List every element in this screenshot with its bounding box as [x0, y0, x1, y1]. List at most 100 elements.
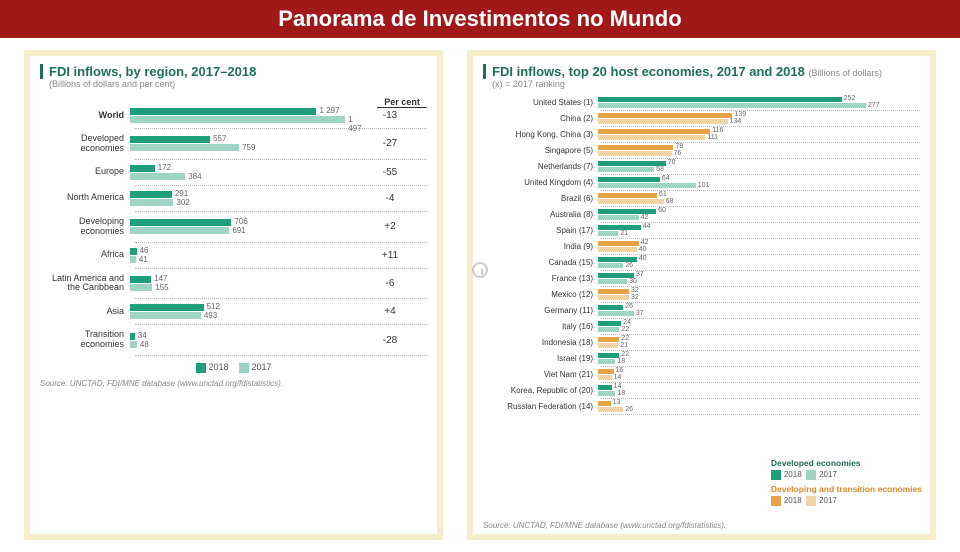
bar-2018 [598, 193, 657, 198]
bar-2017 [598, 151, 671, 156]
row-label: Australia (8) [483, 210, 598, 219]
bar-2017 [598, 359, 615, 364]
bar-2017 [598, 391, 615, 396]
row-label: Transitioneconomies [40, 330, 130, 350]
right-chart-title: FDI inflows, top 20 host economies, 2017… [483, 64, 920, 79]
right-source: Source: UNCTAD, FDI/MNE database (www.un… [483, 521, 726, 530]
row-label: Indonesia (18) [483, 338, 598, 347]
bar-2017 [598, 327, 619, 332]
row-label: Hong Kong, China (3) [483, 130, 598, 139]
bar-2017 [130, 341, 137, 348]
bar-2017 [598, 375, 612, 380]
row-percent: -6 [360, 278, 420, 289]
right-chart-row: United States (1)252277 [483, 97, 920, 108]
right-chart-row: United Kingdom (4)64101 [483, 177, 920, 188]
row-percent: -4 [360, 193, 420, 204]
bar-2018 [130, 333, 135, 340]
right-chart-row: India (9)4240 [483, 241, 920, 252]
row-label: Viet Nam (21) [483, 370, 598, 379]
bar-2018 [598, 97, 842, 102]
right-chart-row: Indonesia (18)2221 [483, 337, 920, 348]
row-label: United States (1) [483, 98, 598, 107]
bar-2018 [130, 304, 204, 311]
left-chart-title: FDI inflows, by region, 2017–2018 [40, 64, 427, 79]
bar-2017 [598, 215, 639, 220]
row-label: United Kingdom (4) [483, 178, 598, 187]
bar-2018 [130, 136, 210, 143]
row-label: Mexico (12) [483, 290, 598, 299]
bar-2017 [130, 144, 239, 151]
bar-2017 [130, 173, 185, 180]
right-chart-rows: United States (1)252277 China (2)139134 Ho… [483, 97, 920, 415]
row-label: Spain (17) [483, 226, 598, 235]
left-chart-row: Developingeconomies706691+2 [40, 217, 427, 237]
row-percent: -27 [360, 138, 420, 149]
left-chart-row: North America291302-4 [40, 191, 427, 206]
row-percent: -13 [360, 110, 420, 121]
row-label: Korea, Republic of (20) [483, 386, 598, 395]
right-chart-row: Mexico (12)3232 [483, 289, 920, 300]
slide-header: Panorama de Investimentos no Mundo [0, 0, 960, 38]
row-label: Netherlands (7) [483, 162, 598, 171]
bar-2018 [598, 321, 621, 326]
right-legend: Developed economies2018 2017 Developing … [771, 458, 922, 506]
row-label: Developingeconomies [40, 217, 130, 237]
bar-2018 [598, 305, 623, 310]
bar-2018 [598, 177, 660, 182]
right-rank-note: (x) = 2017 ranking [483, 79, 920, 89]
bar-2018 [598, 241, 639, 246]
right-chart-row: Italy (16)2422 [483, 321, 920, 332]
bar-2018 [598, 385, 612, 390]
right-chart-row: Australia (8)6042 [483, 209, 920, 220]
row-label: Europe [40, 167, 130, 177]
row-label: Latin America andthe Caribbean [40, 274, 130, 294]
bar-2017 [130, 284, 152, 291]
right-chart-row: Korea, Republic of (20)1418 [483, 385, 920, 396]
bar-2018 [598, 353, 619, 358]
row-percent: +4 [360, 306, 420, 317]
left-chart-row: Asia512493+4 [40, 304, 427, 319]
left-chart-panel: FDI inflows, by region, 2017–2018 (Billi… [24, 50, 443, 540]
row-label: North America [40, 193, 130, 203]
bar-2017 [598, 119, 728, 124]
right-chart-row: Viet Nam (21)1614 [483, 369, 920, 380]
right-chart-row: Singapore (5)7876 [483, 145, 920, 156]
left-chart-row: World1 2971 497-13 [40, 108, 427, 123]
bar-2017 [130, 227, 229, 234]
bar-2017 [130, 256, 136, 263]
bar-2018 [598, 401, 611, 406]
bar-2018 [130, 165, 155, 172]
bar-2018 [598, 289, 629, 294]
row-percent: -55 [360, 167, 420, 178]
row-label: Germany (11) [483, 306, 598, 315]
left-source: Source: UNCTAD, FDI/MNE database (www.un… [40, 379, 427, 388]
bar-2018 [598, 337, 619, 342]
bar-2017 [130, 199, 173, 206]
left-chart-row: Transitioneconomies3448-28 [40, 330, 427, 350]
percent-column-header: Per cent [377, 97, 427, 108]
bar-2018 [598, 225, 641, 230]
bar-2017 [598, 103, 866, 108]
bar-2018 [598, 113, 732, 118]
row-label: France (13) [483, 274, 598, 283]
row-label: Singapore (5) [483, 146, 598, 155]
bar-2017 [598, 279, 627, 284]
row-percent: +11 [360, 250, 420, 261]
right-chart-row: Netherlands (7)7058 [483, 161, 920, 172]
row-label: Israel (19) [483, 354, 598, 363]
slide-title: Panorama de Investimentos no Mundo [278, 6, 681, 31]
legend-item: 2017 [239, 362, 272, 373]
legend-item: 2018 [196, 362, 229, 373]
bar-2018 [130, 276, 151, 283]
bar-2017 [598, 247, 637, 252]
left-chart-row: Developedeconomies557759-27 [40, 134, 427, 154]
row-label: Italy (16) [483, 322, 598, 331]
bar-2017 [598, 407, 623, 412]
watermark-icon [472, 262, 488, 278]
bar-2017 [598, 231, 618, 236]
bar-2017 [130, 312, 201, 319]
right-chart-row: Brazil (6)6168 [483, 193, 920, 204]
right-chart-row: Germany (11)2637 [483, 305, 920, 316]
right-chart-row: China (2)139134 [483, 113, 920, 124]
bar-2017 [598, 199, 664, 204]
